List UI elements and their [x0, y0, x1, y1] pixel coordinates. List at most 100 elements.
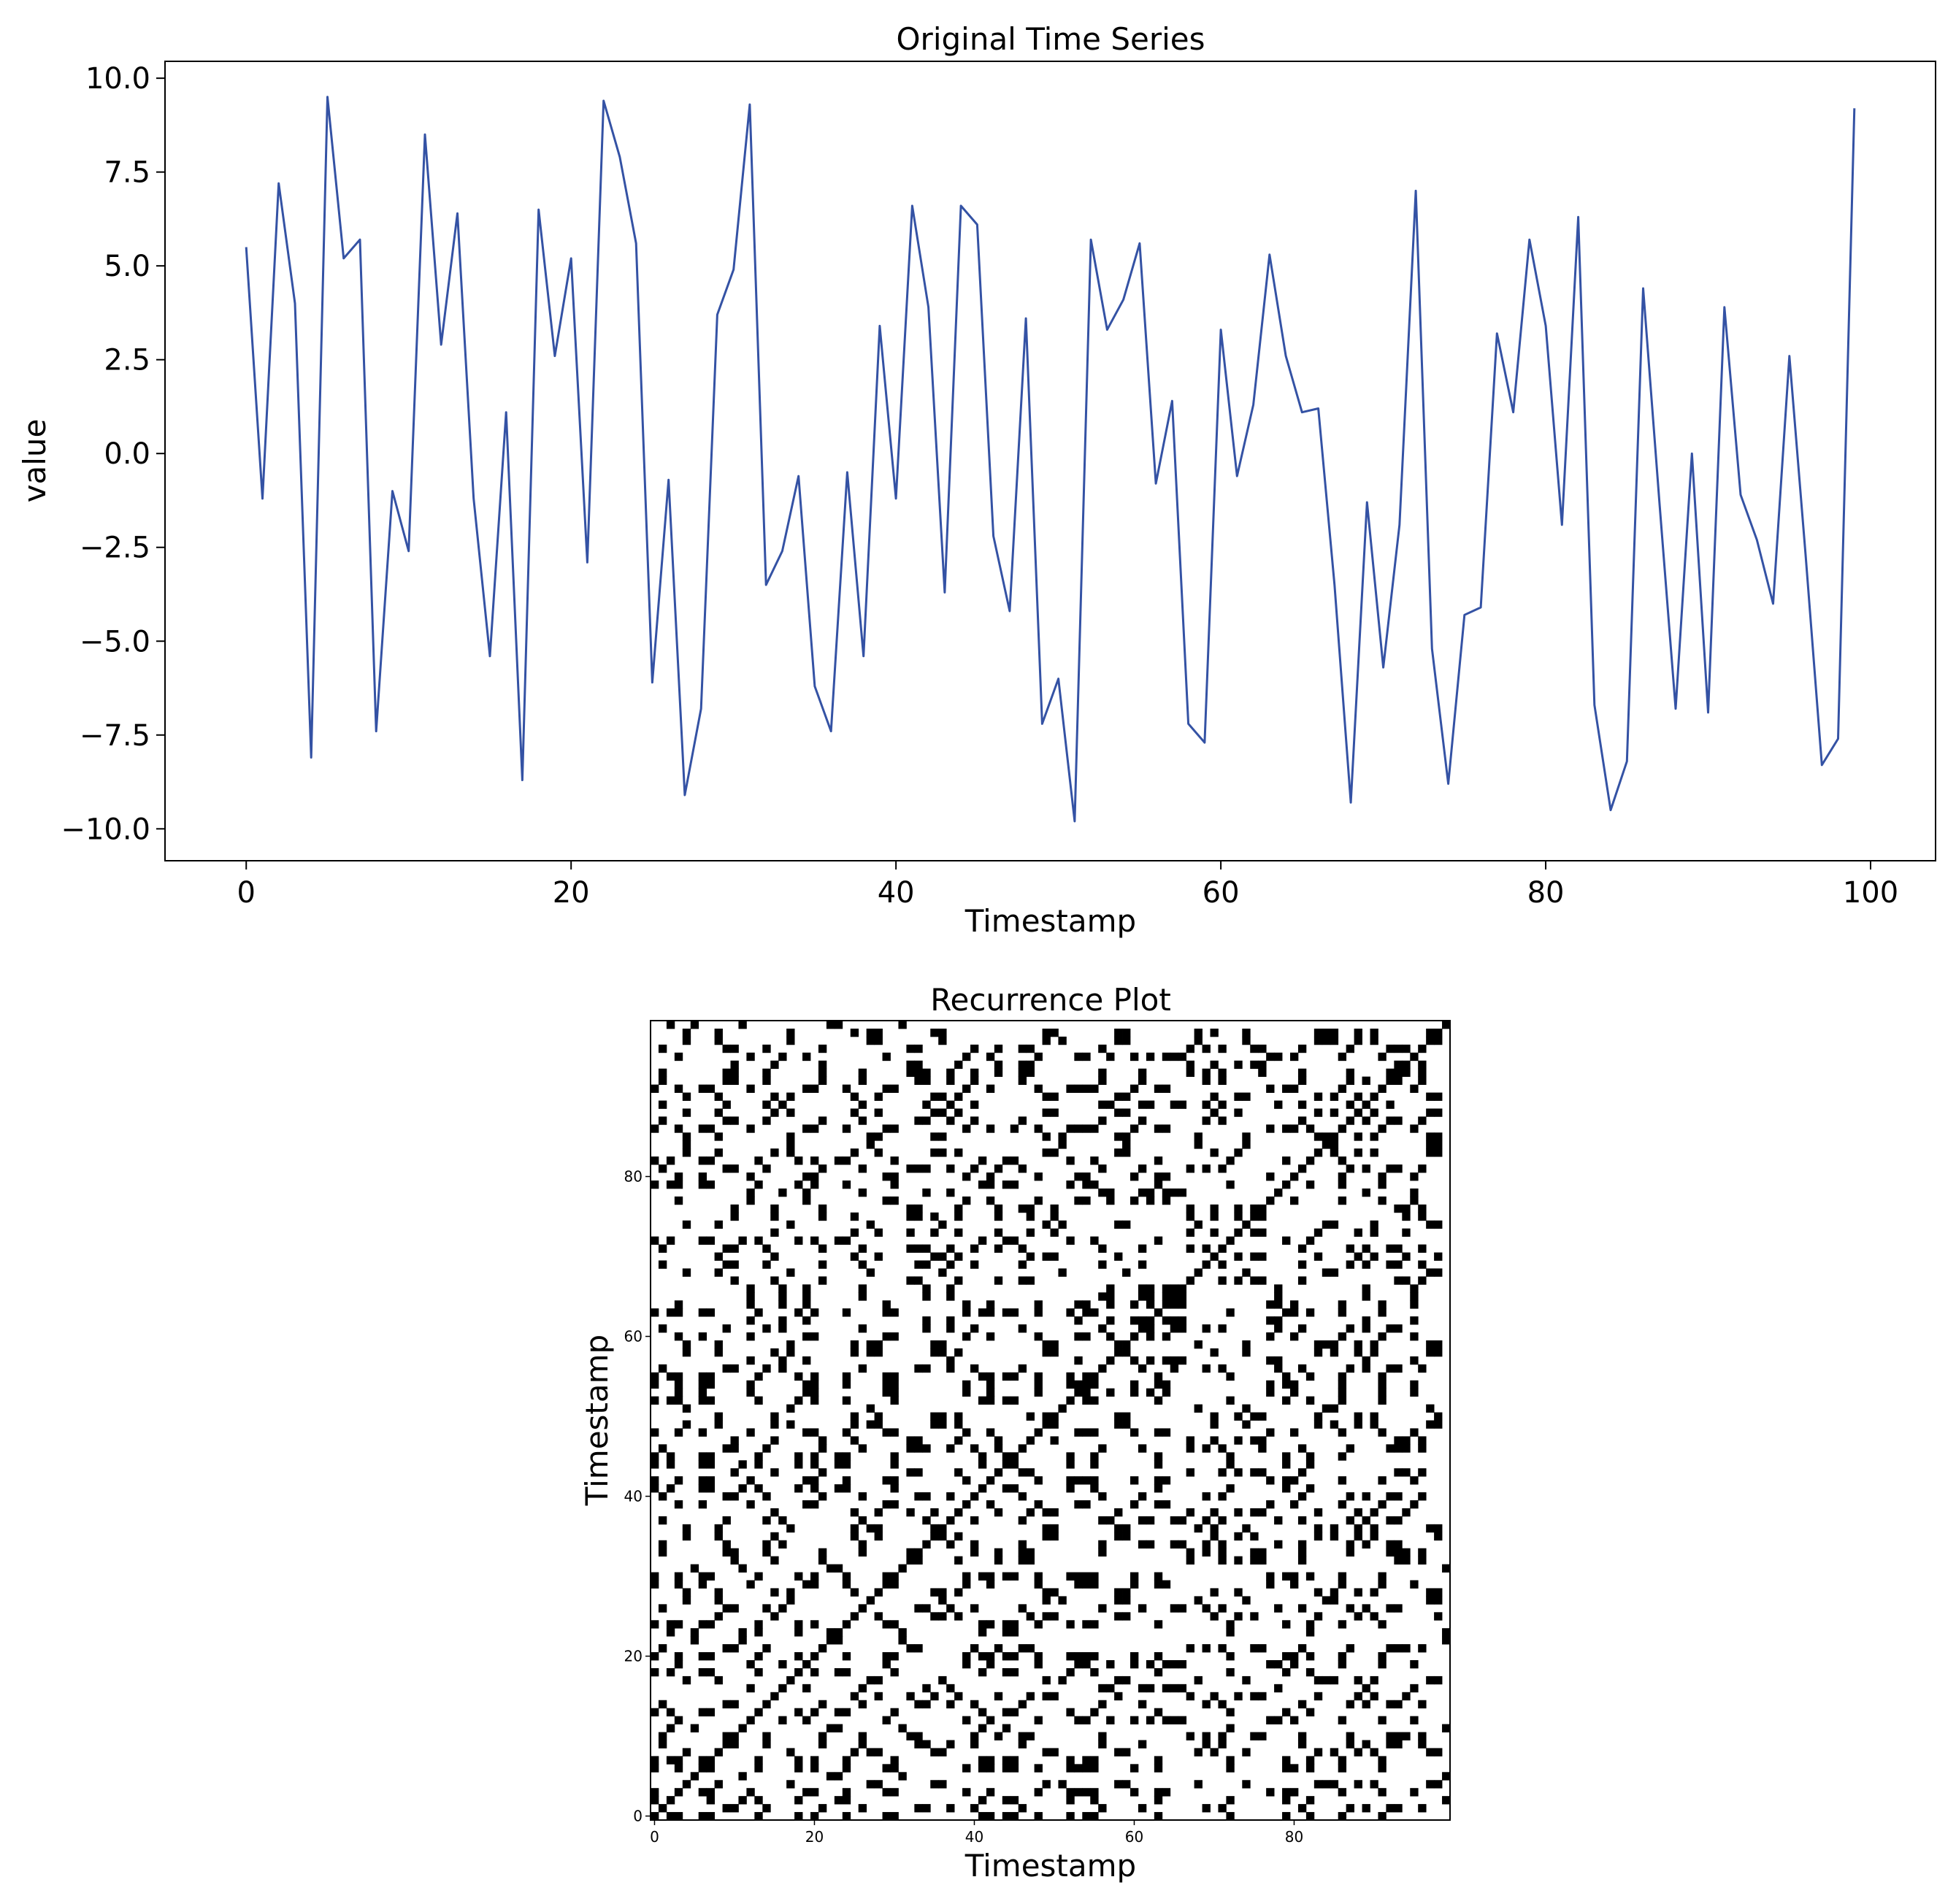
recurrence-cell [706, 1236, 715, 1245]
recurrence-cell [1410, 1196, 1419, 1205]
recurrence-cell [1178, 1716, 1187, 1724]
recurrence-cell [1354, 1588, 1362, 1597]
recurrence-cell [1178, 1292, 1187, 1301]
recurrence-cell [1034, 1660, 1043, 1669]
recurrence-cell [1154, 1172, 1163, 1181]
recurrence-cell [770, 1060, 779, 1070]
recurrence-cell [1234, 1508, 1243, 1517]
recurrence-cell [1162, 1188, 1171, 1197]
recurrence-cell [818, 1116, 827, 1125]
recurrence-cell [1162, 1300, 1171, 1309]
recurrence-cell [1386, 1700, 1395, 1709]
recurrence-cell [666, 1484, 675, 1493]
recurrence-cell [1330, 1340, 1339, 1349]
recurrence-cell [946, 1604, 955, 1613]
recurrence-cell [1250, 1252, 1259, 1261]
recurrence-cell [730, 1740, 739, 1748]
recurrence-cell [1082, 1124, 1091, 1133]
recurrence-cell [938, 1108, 947, 1117]
recurrence-cell [1122, 1748, 1131, 1757]
recurrence-cell [946, 1364, 955, 1373]
recurrence-cell [1210, 1532, 1219, 1541]
recurrence-cell [802, 1188, 811, 1197]
recurrence-cell [1386, 1804, 1395, 1813]
recurrence-cell [1258, 1436, 1267, 1445]
time-series-plot-frame [164, 61, 1936, 861]
recurrence-cell [1170, 1716, 1179, 1724]
recurrence-cell [882, 1500, 891, 1509]
recurrence-cell [1242, 1748, 1251, 1757]
recurrence-cell [1122, 1028, 1131, 1037]
recurrence-cell [1114, 1108, 1123, 1117]
recurrence-cell [1378, 1572, 1387, 1581]
recurrence-cell [1258, 1556, 1267, 1565]
recurrence-cell [1386, 1164, 1395, 1173]
recurrence-cell [914, 1492, 923, 1501]
recurrence-cell [1322, 1036, 1331, 1045]
recurrence-cell [1002, 1796, 1011, 1805]
recurrence-cell [1154, 1812, 1163, 1821]
recurrence-cell [1210, 1524, 1219, 1533]
recurrence-cell [1138, 1076, 1147, 1085]
recurrence-cell [874, 1508, 883, 1517]
recurrence-cell [1426, 1132, 1435, 1141]
recurrence-cell [1114, 1132, 1123, 1141]
recurrence-cell [946, 1444, 955, 1453]
recurrence-cell [1162, 1660, 1171, 1669]
recurrence-cell [651, 1124, 659, 1133]
time-series-y-tick-label: −7.5 [80, 719, 150, 753]
recurrence-cell [938, 1412, 947, 1421]
recurrence-cell [1266, 1428, 1275, 1437]
recurrence-cell [1218, 1044, 1227, 1053]
recurrence-cell [1290, 1084, 1299, 1093]
recurrence-cell [1210, 1060, 1219, 1070]
recurrence-cell [810, 1452, 819, 1461]
recurrence-cell [674, 1788, 683, 1797]
recurrence-cell [850, 1532, 859, 1541]
recurrence-cell [1234, 1468, 1243, 1477]
recurrence-cell [1386, 1364, 1395, 1373]
recurrence-cell [746, 1388, 755, 1397]
recurrence-cell [818, 1468, 827, 1477]
recurrence-cell [714, 1028, 723, 1037]
recurrence-cell [1002, 1156, 1011, 1165]
recurrence-cell [1394, 1548, 1403, 1557]
recurrence-cell [1386, 1732, 1395, 1740]
recurrence-cell [842, 1084, 851, 1093]
recurrence-cell [938, 1340, 947, 1349]
recurrence-cell [850, 1524, 859, 1533]
recurrence-cell [1290, 1572, 1299, 1581]
recurrence-cell [1426, 1675, 1435, 1685]
recurrence-cell [1106, 1196, 1115, 1205]
recurrence-cell [1402, 1436, 1411, 1445]
recurrence-cell [1426, 1596, 1435, 1605]
recurrence-cell [1234, 1276, 1243, 1285]
recurrence-cell [666, 1452, 675, 1461]
recurrence-cell [651, 1620, 659, 1629]
recurrence-cell [1130, 1124, 1139, 1133]
recurrence-cell [1346, 1516, 1354, 1525]
recurrence-cell [1242, 1140, 1251, 1149]
recurrence-cell [794, 1181, 803, 1189]
recurrence-cell [1346, 1244, 1354, 1253]
recurrence-cell [866, 1268, 875, 1277]
recurrence-cell [1026, 1692, 1035, 1701]
recurrence-cell [1313, 1036, 1323, 1045]
recurrence-cell [1130, 1052, 1139, 1062]
recurrence-cell [1362, 1604, 1370, 1613]
recurrence-cell [1338, 1652, 1347, 1661]
recurrence-cell [826, 1772, 835, 1781]
recurrence-cell [698, 1460, 707, 1469]
recurrence-cell [1090, 1308, 1099, 1317]
recurrence-cell [1418, 1556, 1427, 1565]
recurrence-cell [874, 1092, 883, 1101]
recurrence-cell [1226, 1236, 1235, 1245]
recurrence-cell [714, 1092, 723, 1101]
recurrence-cell [651, 1084, 659, 1093]
recurrence-cell [730, 1644, 739, 1653]
recurrence-cell [778, 1100, 787, 1109]
recurrence-cell [938, 1748, 947, 1757]
recurrence-cell [1202, 1116, 1211, 1125]
recurrence-cell [1018, 1260, 1027, 1269]
recurrence-cell [1114, 1420, 1123, 1429]
